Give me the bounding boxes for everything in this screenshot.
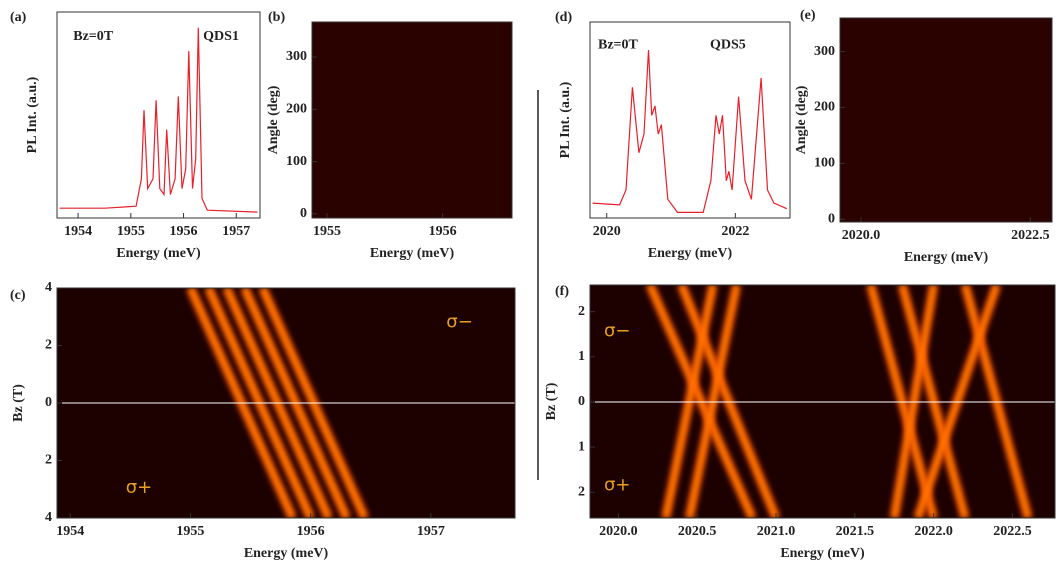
x-tick-label: 1957 bbox=[417, 524, 445, 539]
panel-label: (e) bbox=[800, 8, 816, 23]
panel-label: (a) bbox=[10, 10, 27, 25]
y-tick-label: 2 bbox=[578, 304, 585, 319]
panel-label: (d) bbox=[555, 10, 572, 25]
x-tick-label: 2020.0 bbox=[599, 524, 638, 539]
y-tick-label: 4 bbox=[45, 280, 52, 295]
y-axis-label: Angle (deg) bbox=[794, 85, 809, 154]
x-tick-label: 1954 bbox=[56, 524, 84, 539]
x-axis-label: Energy (meV) bbox=[648, 246, 733, 261]
x-tick-label: 1957 bbox=[222, 224, 250, 239]
annotation: Bz=0T bbox=[598, 38, 639, 53]
x-axis-label: Energy (meV) bbox=[904, 250, 989, 265]
y-tick-label: 0 bbox=[578, 394, 585, 409]
y-tick-label: 1 bbox=[578, 349, 585, 364]
y-axis-label: Angle (deg) bbox=[266, 85, 281, 154]
annotation: σ+ bbox=[126, 477, 153, 498]
y-tick-label: 0 bbox=[45, 395, 52, 410]
x-tick-label: 1955 bbox=[176, 524, 204, 539]
annotation: σ− bbox=[604, 321, 631, 342]
x-tick-label: 2021.5 bbox=[836, 524, 875, 539]
plot-area bbox=[590, 285, 1055, 518]
x-tick-label: 1956 bbox=[297, 524, 325, 539]
x-tick-label: 1955 bbox=[117, 224, 145, 239]
x-axis-label: Energy (meV) bbox=[370, 246, 455, 261]
x-tick-label: 2022.0 bbox=[914, 524, 953, 539]
plot-area bbox=[592, 49, 788, 213]
spectrum-line bbox=[592, 49, 788, 213]
annotation: σ− bbox=[446, 312, 473, 333]
x-tick-label: 1954 bbox=[64, 224, 92, 239]
x-tick-label: 2020.5 bbox=[678, 524, 717, 539]
plot-area bbox=[59, 27, 258, 213]
annotation: QDS5 bbox=[710, 38, 746, 53]
x-tick-label: 2020.0 bbox=[842, 228, 881, 243]
annotation: σ+ bbox=[604, 474, 631, 495]
y-tick-label: 2 bbox=[578, 484, 585, 499]
plot-area bbox=[840, 18, 1052, 222]
x-tick-label: 2021.0 bbox=[757, 524, 796, 539]
x-axis-label: Energy (meV) bbox=[244, 546, 329, 561]
panel-label: (f) bbox=[555, 284, 569, 299]
y-tick-label: 0 bbox=[828, 211, 835, 226]
y-tick-label: 100 bbox=[286, 154, 307, 169]
panel-label: (c) bbox=[10, 288, 26, 303]
y-tick-label: 300 bbox=[814, 44, 835, 59]
annotation: Bz=0T bbox=[73, 29, 114, 44]
annotation: QDS1 bbox=[203, 29, 239, 44]
y-tick-label: 2 bbox=[45, 338, 52, 353]
y-axis-label: Bz (T) bbox=[11, 384, 26, 422]
y-tick-label: 1 bbox=[578, 439, 585, 454]
x-axis-label: Energy (meV) bbox=[116, 246, 201, 261]
x-tick-label: 2020 bbox=[593, 224, 621, 239]
plot-frame bbox=[589, 21, 791, 219]
x-tick-label: 2022 bbox=[721, 224, 749, 239]
plot-frame bbox=[839, 17, 1053, 223]
plot-frame bbox=[56, 11, 261, 219]
x-tick-label: 1955 bbox=[313, 224, 341, 239]
x-tick-label: 1956 bbox=[429, 224, 457, 239]
y-axis-label: Bz (T) bbox=[544, 382, 559, 420]
y-axis-label: PL Int. (a.u.) bbox=[558, 81, 573, 158]
y-axis-label: PL Int. (a.u.) bbox=[25, 76, 40, 153]
spectrum-line bbox=[59, 27, 258, 213]
heatmap-background bbox=[312, 22, 512, 218]
x-axis-label: Energy (meV) bbox=[780, 546, 865, 561]
x-tick-label: 1956 bbox=[170, 224, 198, 239]
plot-frame bbox=[311, 21, 513, 219]
panel-label: (b) bbox=[268, 10, 285, 25]
y-tick-label: 4 bbox=[45, 510, 52, 525]
y-tick-label: 300 bbox=[286, 49, 307, 64]
y-tick-label: 2 bbox=[45, 453, 52, 468]
y-tick-label: 0 bbox=[300, 206, 307, 221]
y-tick-label: 200 bbox=[814, 100, 835, 115]
y-tick-label: 100 bbox=[814, 156, 835, 171]
y-tick-label: 200 bbox=[286, 102, 307, 117]
x-tick-label: 2022.5 bbox=[993, 524, 1032, 539]
plot-area bbox=[57, 288, 515, 518]
x-tick-label: 2022.5 bbox=[1011, 228, 1050, 243]
plot-area bbox=[312, 22, 512, 218]
